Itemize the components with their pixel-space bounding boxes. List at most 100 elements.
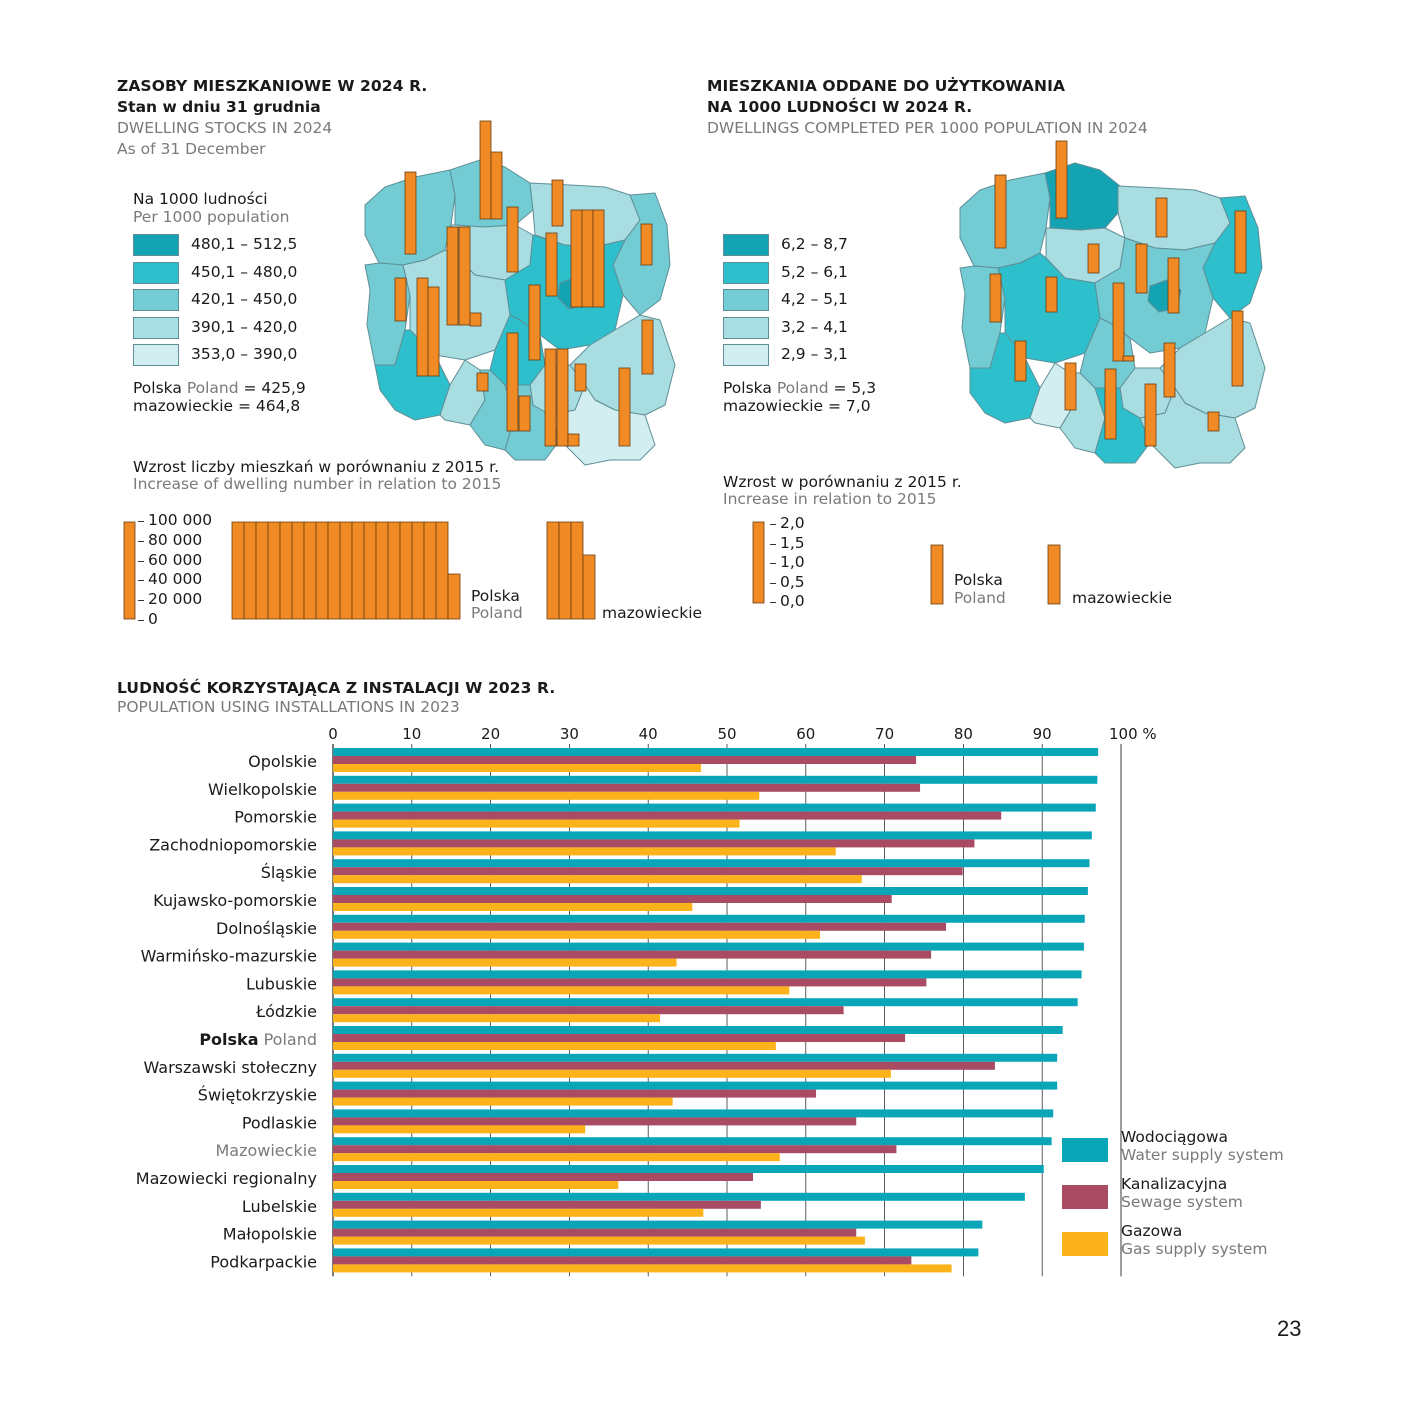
bar-kanalizacyjna — [333, 1034, 906, 1042]
scale-tick — [138, 560, 144, 562]
scale-tick-label: 80 000 — [148, 530, 203, 549]
bar-kanalizacyjna — [333, 1173, 754, 1181]
map-bar — [404, 171, 417, 255]
bar-gazowa — [333, 1069, 891, 1078]
bar-chart-title: LUDNOŚĆ KORZYSTAJĄCA Z INSTALACJI W 2023… — [117, 679, 556, 697]
scale-tick-label: 0 — [148, 610, 158, 628]
category-label: Świętokrzyskie — [198, 1086, 317, 1105]
bar-wodociągowa — [333, 1026, 1063, 1034]
legend-swatch — [133, 344, 179, 366]
right-map-title-en: DWELLINGS COMPLETED PER 1000 POPULATION … — [707, 119, 1148, 137]
scale-tick — [138, 540, 144, 542]
left-bar-poland-label-en: Poland — [471, 604, 523, 622]
bar-gazowa — [333, 819, 740, 828]
chart-legend-label: Gazowa — [1121, 1222, 1183, 1240]
scale-tick-label: 1,0 — [780, 553, 805, 571]
bar-chart-title-en: POPULATION USING INSTALLATIONS IN 2023 — [117, 698, 460, 716]
bar-kanalizacyjna — [333, 1145, 897, 1154]
poland-label: Polska — [133, 379, 182, 397]
left-bar-mazowieckie-label: mazowieckie — [602, 604, 703, 622]
x-tick-label: 60 — [796, 725, 815, 743]
bar-kanalizacyjna — [333, 1089, 817, 1098]
map-bar — [545, 232, 558, 297]
bar-gazowa — [333, 958, 677, 967]
x-tick-label: 10 — [402, 725, 421, 743]
map-bar — [556, 348, 569, 447]
map-bar — [458, 226, 471, 326]
scale-key-bar — [123, 521, 136, 620]
category-label: Małopolskie — [223, 1225, 317, 1244]
left-scale-bars — [123, 521, 596, 620]
map-bar — [1014, 340, 1027, 382]
bar-kanalizacyjna — [333, 1256, 912, 1265]
x-tick-label: 80 — [954, 725, 973, 743]
scale-tick — [138, 620, 144, 621]
category-label: Kujawsko-pomorskie — [153, 891, 317, 910]
right-poland-value: Polska Poland = 5,3 — [723, 378, 876, 399]
map-bar — [994, 174, 1007, 249]
map-bar — [1155, 197, 1168, 238]
x-tick-label: 50 — [717, 725, 736, 743]
category-label: Mazowiecki regionalny — [136, 1169, 317, 1188]
legend-swatch — [723, 289, 769, 311]
bar-gazowa — [333, 903, 693, 911]
bar-wodociągowa — [333, 1137, 1052, 1146]
legend-label: 450,1 – 480,0 — [191, 262, 298, 281]
left-map-section: ZASOBY MIESZKANIOWE W 2024 R. Stan w dni… — [117, 76, 697, 636]
bar-kanalizacyjna — [333, 1061, 995, 1070]
bar-wodociągowa — [333, 859, 1090, 868]
category-label: Śląskie — [261, 863, 317, 882]
mazowieckie-increase-bar — [1047, 544, 1061, 605]
category-label: Zachodniopomorskie — [149, 835, 317, 854]
category-label: Podlaskie — [242, 1113, 317, 1132]
x-tick-label: 70 — [875, 725, 894, 743]
map-bar — [528, 284, 541, 361]
scale-tick-label: 20 000 — [148, 590, 203, 609]
poland-increase-bar — [435, 521, 449, 620]
left-map-title: ZASOBY MIESZKANIOWE W 2024 R. — [117, 77, 428, 95]
x-tick-label: 90 — [1033, 725, 1052, 743]
bar-gazowa — [333, 875, 862, 884]
legend-label: 6,2 – 8,7 — [781, 235, 848, 253]
right-map — [959, 140, 1266, 469]
map-bar — [640, 223, 653, 266]
map-bar — [446, 226, 459, 326]
bar-gazowa — [333, 930, 820, 939]
map-bar — [506, 206, 519, 273]
x-tick-label: 30 — [560, 725, 579, 743]
left-bars-title: Wzrost liczby mieszkań w porównaniu z 20… — [133, 458, 500, 476]
chart-legend-label-en: Sewage system — [1121, 1193, 1243, 1211]
map-bar — [551, 179, 564, 227]
bar-wodociągowa — [333, 775, 1098, 784]
bar-wodociągowa — [333, 831, 1092, 840]
map-bar — [1055, 140, 1068, 219]
scale-tick — [770, 602, 776, 603]
legend-label: 353,0 – 390,0 — [191, 345, 298, 363]
legend-swatch — [133, 261, 179, 284]
map-bar — [1163, 342, 1176, 398]
map-bar — [394, 277, 407, 322]
right-bars-title-en: Increase in relation to 2015 — [723, 490, 937, 508]
bar-kanalizacyjna — [333, 950, 932, 959]
map-bar — [1167, 257, 1180, 314]
right-bar-mazowieckie-label: mazowieckie — [1072, 589, 1173, 607]
category-label: Lubelskie — [242, 1197, 317, 1216]
left-map — [364, 120, 676, 466]
category-label: Podkarpackie — [210, 1252, 317, 1271]
chart-legend-swatch — [1062, 1185, 1108, 1209]
scale-tick — [770, 582, 776, 584]
right-map-title-2: NA 1000 LUDNOŚCI W 2024 R. — [707, 98, 973, 116]
left-map-subtitle: Stan w dniu 31 grudnia — [117, 98, 321, 116]
category-label: Warmińsko-mazurskie — [141, 947, 317, 966]
left-mazowieckie-value: mazowieckie = 464,8 — [133, 397, 301, 415]
legend-swatch — [723, 344, 769, 366]
map-bar — [1064, 362, 1077, 411]
legend-label: 4,2 – 5,1 — [781, 290, 848, 308]
bar-wodociągowa — [333, 748, 1099, 756]
chart-legend-swatch — [1062, 1138, 1108, 1162]
category-label-en: Poland — [259, 1030, 318, 1049]
category-label: Opolskie — [248, 752, 317, 771]
legend-label: 3,2 – 4,1 — [781, 317, 848, 336]
left-legend-title: Na 1000 ludności — [133, 190, 268, 208]
legend-swatch — [133, 316, 179, 339]
